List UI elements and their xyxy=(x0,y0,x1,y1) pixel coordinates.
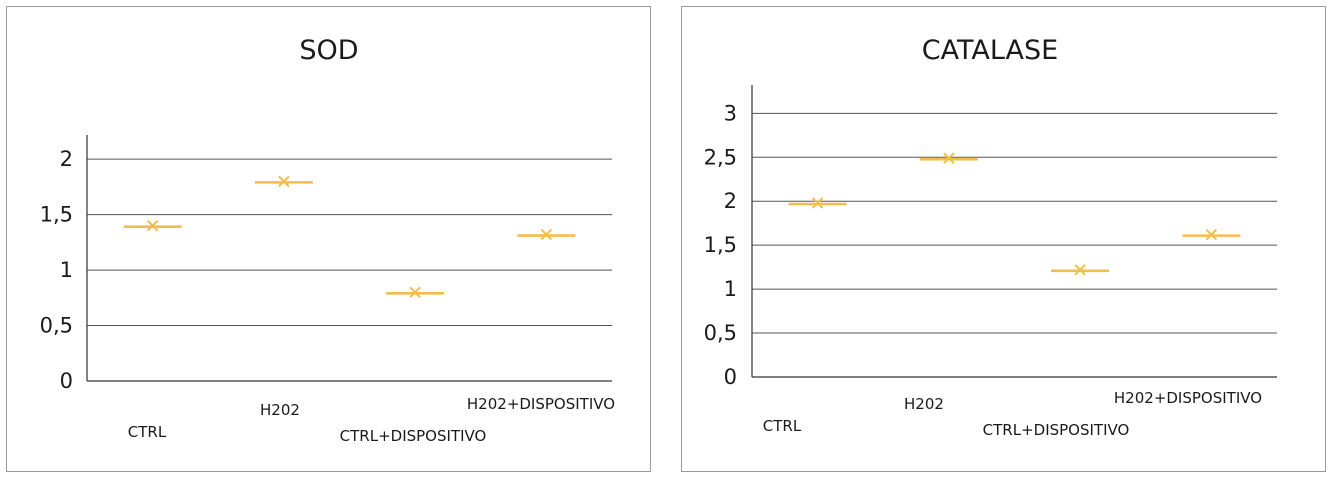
y-tick-label: 0 xyxy=(724,365,737,389)
data-point xyxy=(1182,228,1241,241)
data-point xyxy=(1051,264,1110,276)
x-category-label: H202+DISPOSITIVO xyxy=(467,395,615,413)
x-category-label: CTRL xyxy=(763,417,802,435)
y-tick-label: 1,5 xyxy=(40,203,73,227)
y-tick-label: 0 xyxy=(60,369,73,393)
y-tick-label: 2 xyxy=(60,147,73,171)
x-category-label: H202 xyxy=(904,395,944,413)
data-point xyxy=(254,175,313,188)
data-point xyxy=(788,197,847,209)
data-point xyxy=(123,220,182,232)
chart-catalase-svg: CATALASE 0 0,5 1 1,5 2 2,5 3 CTRL H202 CTRL+DISPO… xyxy=(704,35,1277,439)
y-tick-label: 2,5 xyxy=(704,145,737,169)
y-tick-label: 0,5 xyxy=(40,314,73,338)
chart-title: SOD xyxy=(299,35,358,66)
y-tick-label: 3 xyxy=(724,101,737,125)
chart-title: CATALASE xyxy=(922,35,1058,66)
y-tick-label: 1,5 xyxy=(704,233,737,257)
x-category-label: H202+DISPOSITIVO xyxy=(1114,389,1262,407)
y-tick-label: 1 xyxy=(60,258,73,282)
chart-panel-sod: SOD 0 0,5 1 1,5 2 CTRL H202 CTRL+DISPOSITIVO H20… xyxy=(6,6,651,472)
y-tick-label: 1 xyxy=(724,277,737,301)
data-point xyxy=(517,228,576,241)
x-category-label: CTRL+DISPOSITIVO xyxy=(340,427,487,445)
y-tick-label: 0,5 xyxy=(704,321,737,345)
y-tick-label: 2 xyxy=(724,189,737,213)
chart-panel-catalase: CATALASE 0 0,5 1 1,5 2 2,5 3 CTRL H202 CTRL+DISPO… xyxy=(681,6,1326,472)
x-category-label: CTRL xyxy=(128,423,167,441)
data-point xyxy=(386,286,445,298)
chart-sod-svg: SOD 0 0,5 1 1,5 2 CTRL H202 CTRL+DISPOSITIVO H20… xyxy=(40,35,615,445)
x-category-label: H202 xyxy=(260,401,300,419)
data-point xyxy=(919,152,978,164)
x-category-label: CTRL+DISPOSITIVO xyxy=(983,421,1130,439)
